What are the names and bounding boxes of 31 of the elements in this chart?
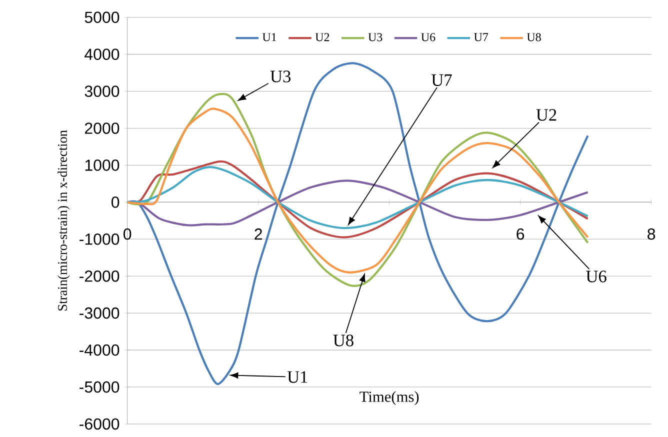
y-axis-title: Strain(micro-strain) in x-direction xyxy=(58,130,70,310)
x-tick-label: 6 xyxy=(516,228,524,240)
x-tick-label: 2 xyxy=(254,228,262,240)
annotation: U6 xyxy=(586,270,606,282)
legend-label: U7 xyxy=(474,33,488,42)
y-tick-label: 4000 xyxy=(84,48,120,60)
y-tick-label: 5000 xyxy=(84,12,120,23)
y-tick-label: -3000 xyxy=(80,307,120,319)
y-tick-label: -1000 xyxy=(80,233,120,245)
annotation: U2 xyxy=(536,109,556,121)
annotation: U1 xyxy=(287,371,308,383)
x-tick-label: 8 xyxy=(648,228,656,240)
legend-label: U2 xyxy=(315,33,330,42)
y-tick-label: -4000 xyxy=(80,344,120,356)
y-tick-label: -6000 xyxy=(80,418,120,430)
y-tick-label: -2000 xyxy=(80,270,120,282)
x-axis-title: Time(ms) xyxy=(360,391,419,406)
y-tick-label: -5000 xyxy=(80,381,120,393)
y-tick-label: 2000 xyxy=(84,122,120,134)
legend-label: U6 xyxy=(421,33,436,42)
y-tick-label: 0 xyxy=(112,196,120,208)
annotation: U7 xyxy=(431,74,452,86)
y-tick-label: 3000 xyxy=(84,86,120,97)
legend-label: U8 xyxy=(526,33,541,42)
legend-label: U3 xyxy=(368,33,382,42)
legend-label: U1 xyxy=(262,33,276,42)
annotation: U3 xyxy=(270,70,291,82)
x-tick-label: 0 xyxy=(124,228,132,240)
annotation: U8 xyxy=(333,334,354,346)
y-tick-label: 1000 xyxy=(85,160,120,171)
line-series xyxy=(126,166,589,230)
